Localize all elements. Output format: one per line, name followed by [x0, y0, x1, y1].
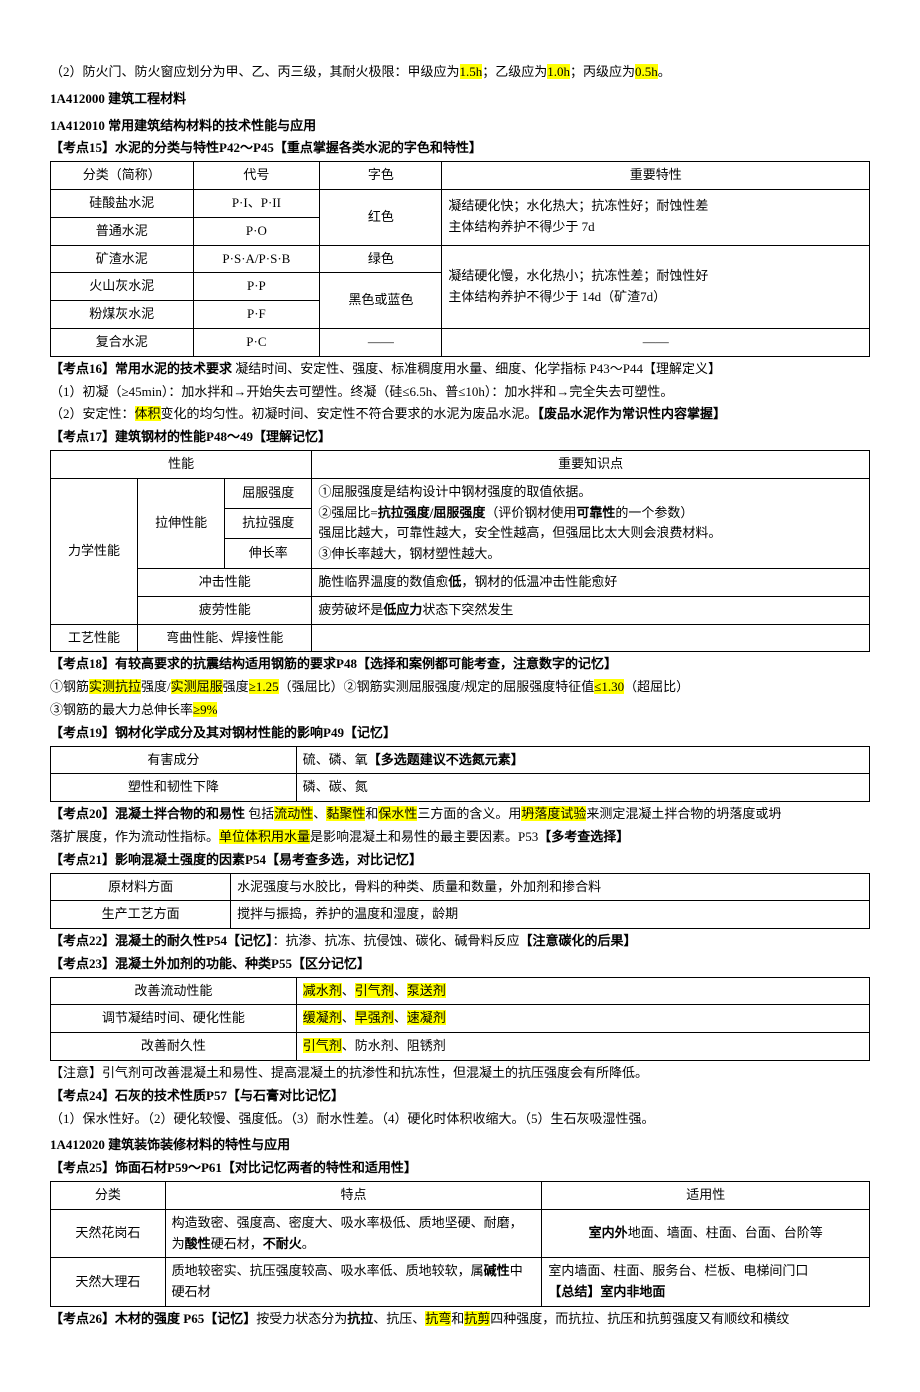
table-cement: 分类（简称）代号字色重要特性 硅酸盐水泥P·I、P·II 红色 凝结硬化快；水化… [50, 161, 870, 357]
kp18-l1: ①钢筋实测抗拉强度/实测屈服强度≥1.25（强屈比）②钢筋实测屈服强度/规定的屈… [50, 677, 870, 698]
kp25: 【考点25】饰面石材P59～P61【对比记忆两者的特性和适用性】 [50, 1158, 870, 1179]
heading-2: 1A412010 常用建筑结构材料的技术性能与应用 [50, 116, 870, 137]
kp23-note: 【注意】引气剂可改善混凝土和易性、提高混凝土的抗渗性和抗冻性，但混凝土的抗压强度… [50, 1063, 870, 1084]
table-stone: 分类特点适用性 天然花岗石 构造致密、强度高、密度大、吸水率极低、质地坚硬、耐磨… [50, 1181, 870, 1307]
table-chem: 有害成分硫、磷、氧【多选题建议不选氮元素】 塑性和韧性下降磷、碳、氮 [50, 746, 870, 803]
kp20-l2: 落扩展度，作为流动性指标。单位体积用水量是影响混凝土和易性的最主要因素。P53【… [50, 827, 870, 848]
kp17: 【考点17】建筑钢材的性能P48～49【理解记忆】 [50, 427, 870, 448]
kp18-l2: ③钢筋的最大力总伸长率≥9% [50, 700, 870, 721]
kp21: 【考点21】影响混凝土强度的因素P54【易考查多选，对比记忆】 [50, 850, 870, 871]
kp26: 【考点26】木材的强度 P65【记忆】按受力状态分为抗拉、抗压、抗弯和抗剪四种强… [50, 1309, 870, 1330]
kp20: 【考点20】混凝土拌合物的和易性 包括流动性、黏聚性和保水性三方面的含义。用坍落… [50, 804, 870, 825]
kp16-l2: （2）安定性：体积变化的均匀性。初凝时间、安定性不符合要求的水泥为废品水泥。【废… [50, 404, 870, 425]
kp24: 【考点24】石灰的技术性质P57【与石膏对比记忆】 [50, 1086, 870, 1107]
para-fire: （2）防火门、防火窗应划分为甲、乙、丙三级，其耐火极限：甲级应为1.5h；乙级应… [50, 62, 870, 83]
table-strength: 原材料方面水泥强度与水胶比，骨料的种类、质量和数量，外加剂和掺合料 生产工艺方面… [50, 873, 870, 930]
kp16-l1: （1）初凝（≥45min）：加水拌和→开始失去可塑性。终凝（硅≤6.5h、普≤1… [50, 382, 870, 403]
heading-1: 1A412000 建筑工程材料 [50, 89, 870, 110]
table-additive: 改善流动性能减水剂、引气剂、泵送剂 调节凝结时间、硬化性能缓凝剂、早强剂、速凝剂… [50, 977, 870, 1061]
kp24-l: （1）保水性好。（2）硬化较慢、强度低。（3）耐水性差。（4）硬化时体积收缩大。… [50, 1109, 870, 1130]
table-steel: 性能重要知识点 力学性能 拉伸性能 屈服强度 ①屈服强度是结构设计中钢材强度的取… [50, 450, 870, 652]
kp18: 【考点18】有较高要求的抗震结构适用钢筋的要求P48【选择和案例都可能考查，注意… [50, 654, 870, 675]
kp22: 【考点22】混凝土的耐久性P54【记忆】：抗渗、抗冻、抗侵蚀、碳化、碱骨料反应【… [50, 931, 870, 952]
kp16: 【考点16】常用水泥的技术要求 凝结时间、安定性、强度、标准稠度用水量、细度、化… [50, 359, 870, 380]
kp15: 【考点15】水泥的分类与特性P42～P45【重点掌握各类水泥的字色和特性】 [50, 138, 870, 159]
kp23: 【考点23】混凝土外加剂的功能、种类P55【区分记忆】 [50, 954, 870, 975]
heading-3: 1A412020 建筑装饰装修材料的特性与应用 [50, 1135, 870, 1156]
kp19: 【考点19】钢材化学成分及其对钢材性能的影响P49【记忆】 [50, 723, 870, 744]
